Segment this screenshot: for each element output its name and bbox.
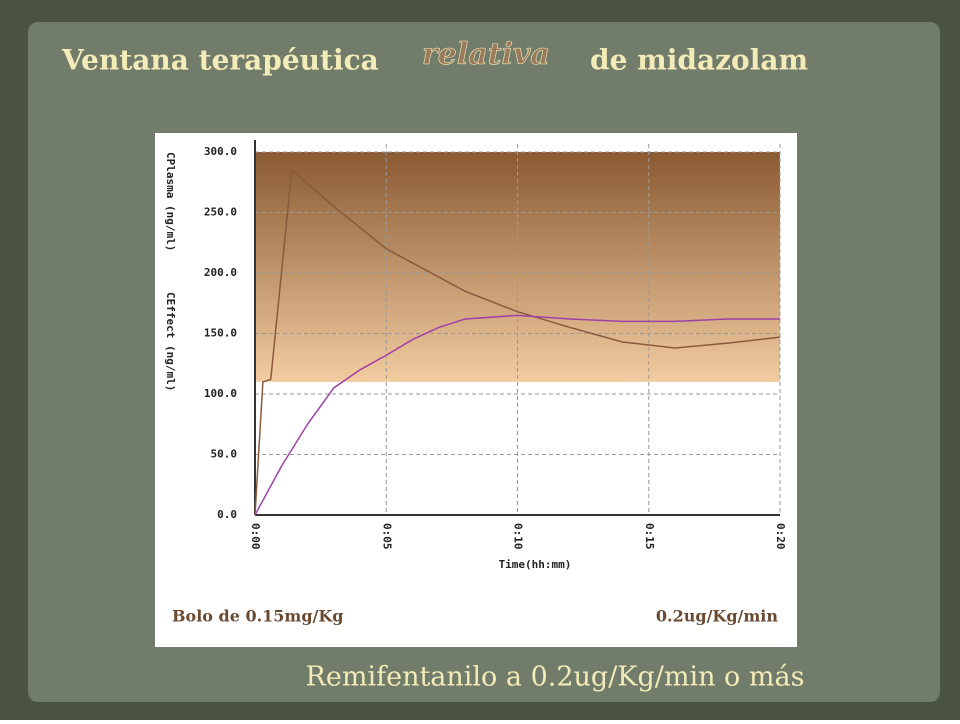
y-tick-label: 150.0: [204, 327, 237, 340]
x-tick-label: 0:00: [249, 523, 262, 550]
chart: 0.0 50.0 100.0 150.0 200.0 250.0 300.0 0:00 0:05…: [164, 140, 787, 626]
x-axis-label: Time(hh:mm): [499, 558, 572, 571]
x-tick-label: 0:05: [380, 523, 393, 550]
x-tick-label: 0:20: [774, 523, 787, 550]
title-emphasis: relativa: [422, 37, 550, 72]
y-tick-label: 50.0: [211, 448, 238, 461]
y-tick-label: 100.0: [204, 387, 237, 400]
y-axis-label: CPlasma (ng/ml): [164, 152, 177, 251]
x-tick-label: 0:10: [512, 523, 525, 550]
annotation: Bolo de 0.15mg/Kg: [172, 607, 343, 626]
y-tick-label: 0.0: [217, 508, 237, 521]
y-axis-label: CEffect (ng/ml): [164, 292, 177, 391]
title-part: de midazolam: [590, 44, 808, 77]
series-line: [254, 314, 780, 516]
x-tick-label: 0:15: [643, 523, 656, 550]
y-tick-label: 250.0: [204, 206, 237, 219]
series-line: [254, 168, 781, 516]
title-part: Ventana terapéutica: [61, 44, 379, 77]
subtitle: Remifentanilo a 0.2ug/Kg/min o más: [306, 662, 805, 693]
y-tick-label: 200.0: [204, 266, 237, 279]
annotation: 0.2ug/Kg/min: [656, 607, 778, 626]
y-tick-label: 300.0: [204, 145, 237, 158]
